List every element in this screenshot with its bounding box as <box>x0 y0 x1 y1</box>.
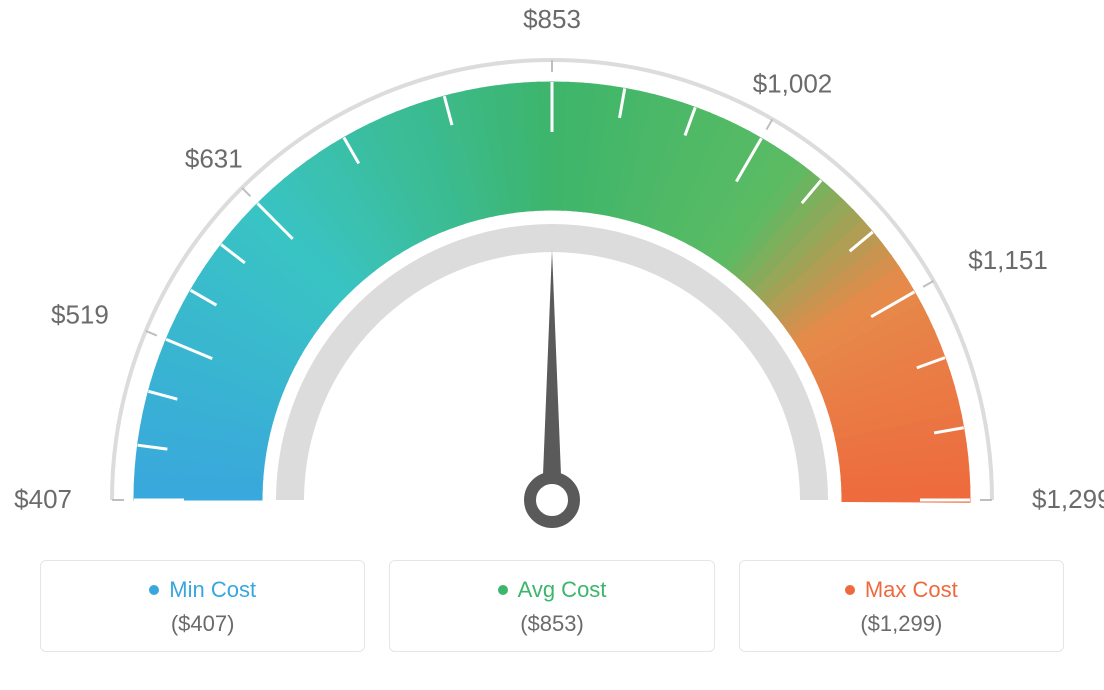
legend-value-min: ($407) <box>41 611 364 637</box>
legend-value-avg: ($853) <box>390 611 713 637</box>
legend-value-max: ($1,299) <box>740 611 1063 637</box>
gauge-svg: $407 $519 $631 $853 $1,002 $1,151 $1,299 <box>0 0 1104 560</box>
legend-card-max: Max Cost ($1,299) <box>739 560 1064 652</box>
svg-text:$853: $853 <box>523 4 581 34</box>
dot-icon <box>498 585 508 595</box>
svg-text:$519: $519 <box>51 300 109 330</box>
legend-title-max: Max Cost <box>865 577 958 603</box>
dot-icon <box>845 585 855 595</box>
gauge-chart: $407 $519 $631 $853 $1,002 $1,151 $1,299 <box>0 0 1104 560</box>
legend-title-min: Min Cost <box>169 577 256 603</box>
svg-text:$407: $407 <box>14 484 72 514</box>
dot-icon <box>149 585 159 595</box>
legend-card-min: Min Cost ($407) <box>40 560 365 652</box>
legend-row: Min Cost ($407) Avg Cost ($853) Max Cost… <box>0 560 1104 682</box>
svg-text:$631: $631 <box>185 143 243 173</box>
legend-title-avg: Avg Cost <box>518 577 607 603</box>
svg-text:$1,002: $1,002 <box>753 69 833 99</box>
svg-text:$1,299: $1,299 <box>1032 484 1104 514</box>
legend-card-avg: Avg Cost ($853) <box>389 560 714 652</box>
svg-text:$1,151: $1,151 <box>968 245 1048 275</box>
